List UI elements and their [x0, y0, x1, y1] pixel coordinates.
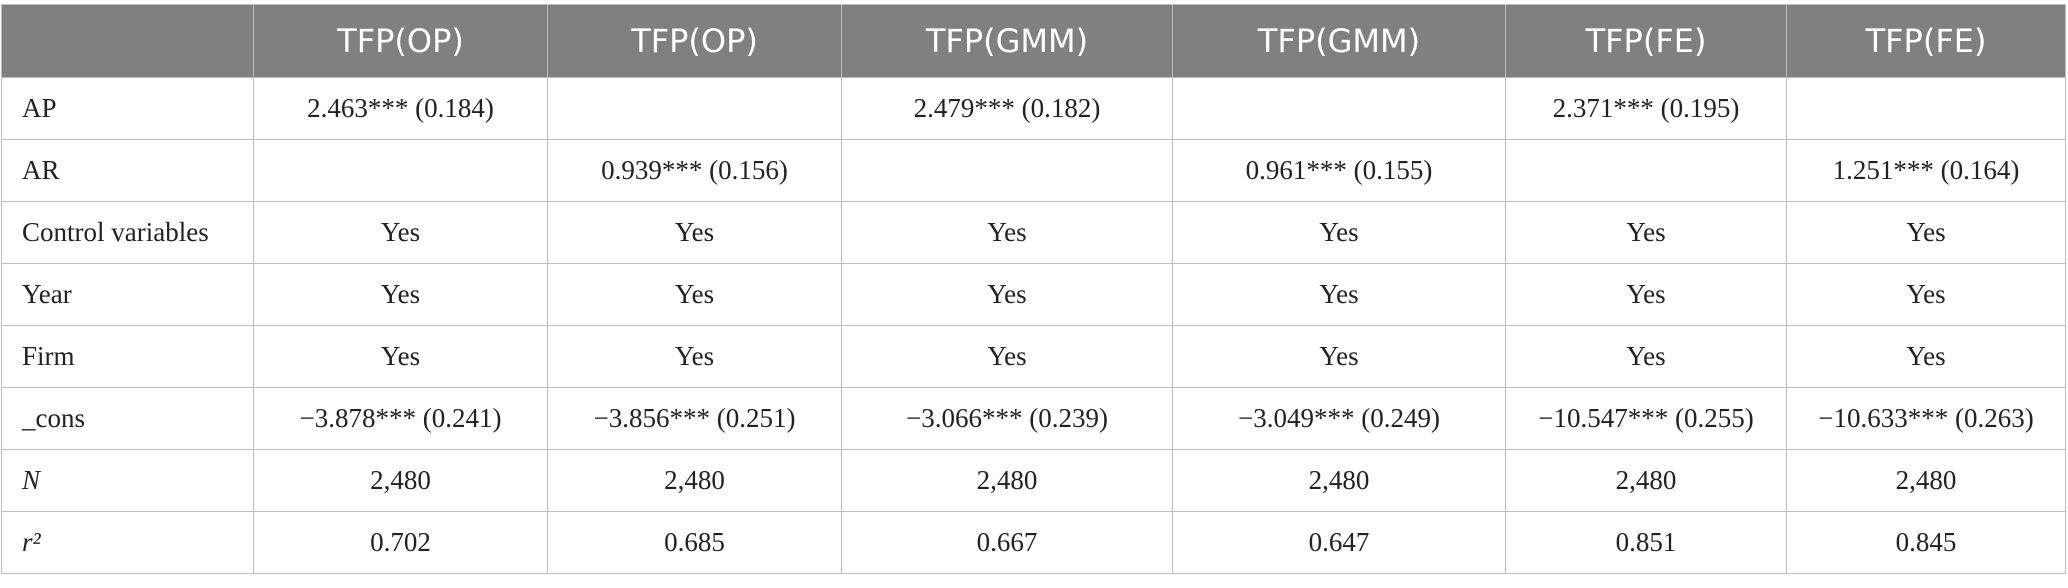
row-label: AP	[1, 77, 254, 140]
results-table: TFP(OP) TFP(OP) TFP(GMM) TFP(GMM) TFP(FE) TFP…	[1, 4, 2066, 574]
table-cell: Yes	[253, 325, 548, 388]
row-label: _cons	[1, 387, 254, 450]
table-row: N 2,480 2,480 2,480 2,480 2,480 2,480	[1, 449, 2066, 512]
table-cell: 2,480	[841, 449, 1173, 512]
header-cell: TFP(OP)	[547, 4, 842, 78]
table-cell	[253, 139, 548, 202]
table-cell: 2.479*** (0.182)	[841, 77, 1173, 140]
table-cell: 2,480	[547, 449, 842, 512]
table-cell: 0.702	[253, 511, 548, 574]
table-row: r² 0.702 0.685 0.667 0.647 0.851 0.845	[1, 511, 2066, 574]
table-cell: 0.647	[1172, 511, 1506, 574]
table-cell	[841, 139, 1173, 202]
table-cell: −3.049*** (0.249)	[1172, 387, 1506, 450]
table-cell: Yes	[841, 201, 1173, 264]
table-row: Control variables Yes Yes Yes Yes Yes Yes	[1, 201, 2066, 264]
table-cell: Yes	[1505, 201, 1787, 264]
table-cell: 2.371*** (0.195)	[1505, 77, 1787, 140]
table-cell	[1172, 77, 1506, 140]
table-cell: 1.251*** (0.164)	[1786, 139, 2066, 202]
table-cell	[1786, 77, 2066, 140]
table-cell: 0.851	[1505, 511, 1787, 574]
table-row: Firm Yes Yes Yes Yes Yes Yes	[1, 325, 2066, 388]
header-cell: TFP(FE)	[1505, 4, 1787, 78]
row-label: Year	[1, 263, 254, 326]
table-row: AR 0.939*** (0.156) 0.961*** (0.155) 1.251*…	[1, 139, 2066, 202]
table-cell: 2,480	[1172, 449, 1506, 512]
table-cell: 0.961*** (0.155)	[1172, 139, 1506, 202]
table-cell: −3.856*** (0.251)	[547, 387, 842, 450]
table-cell: Yes	[1172, 201, 1506, 264]
table-cell: Yes	[1172, 325, 1506, 388]
header-cell: TFP(OP)	[253, 4, 548, 78]
table-cell: Yes	[841, 325, 1173, 388]
table-cell: Yes	[547, 263, 842, 326]
table-cell: Yes	[1505, 325, 1787, 388]
table-cell: Yes	[1172, 263, 1506, 326]
table-cell: Yes	[1786, 201, 2066, 264]
table-cell: Yes	[253, 263, 548, 326]
table-cell: Yes	[253, 201, 548, 264]
header-cell	[1, 4, 254, 78]
table-cell: 2,480	[1505, 449, 1787, 512]
table-cell: 2,480	[1786, 449, 2066, 512]
table-cell: Yes	[1786, 263, 2066, 326]
table-cell: 0.845	[1786, 511, 2066, 574]
header-cell: TFP(GMM)	[1172, 4, 1506, 78]
table-cell: 0.685	[547, 511, 842, 574]
table-cell: Yes	[1505, 263, 1787, 326]
table-cell: 0.939*** (0.156)	[547, 139, 842, 202]
table-cell: −3.878*** (0.241)	[253, 387, 548, 450]
row-label: N	[1, 449, 254, 512]
table-cell: 2,480	[253, 449, 548, 512]
table-cell: −10.633*** (0.263)	[1786, 387, 2066, 450]
table-row: Year Yes Yes Yes Yes Yes Yes	[1, 263, 2066, 326]
table-row: AP 2.463*** (0.184) 2.479*** (0.182) 2.371*…	[1, 77, 2066, 140]
header-cell: TFP(FE)	[1786, 4, 2066, 78]
row-label: r²	[1, 511, 254, 574]
table-cell: −10.547*** (0.255)	[1505, 387, 1787, 450]
table-row: _cons −3.878*** (0.241) −3.856*** (0.251) −…	[1, 387, 2066, 450]
header-row: TFP(OP) TFP(OP) TFP(GMM) TFP(GMM) TFP(FE) TFP…	[1, 4, 2066, 78]
table-cell: Yes	[547, 201, 842, 264]
table-body: AP 2.463*** (0.184) 2.479*** (0.182) 2.371*…	[1, 77, 2066, 574]
table-cell: 0.667	[841, 511, 1173, 574]
table-cell: Yes	[547, 325, 842, 388]
table-cell	[1505, 139, 1787, 202]
table-cell	[547, 77, 842, 140]
page: TFP(OP) TFP(OP) TFP(GMM) TFP(GMM) TFP(FE) TFP…	[0, 4, 2068, 588]
table-cell: −3.066*** (0.239)	[841, 387, 1173, 450]
row-label: AR	[1, 139, 254, 202]
row-label: Firm	[1, 325, 254, 388]
table-cell: 2.463*** (0.184)	[253, 77, 548, 140]
header-cell: TFP(GMM)	[841, 4, 1173, 78]
table-cell: Yes	[1786, 325, 2066, 388]
row-label: Control variables	[1, 201, 254, 264]
table-cell: Yes	[841, 263, 1173, 326]
